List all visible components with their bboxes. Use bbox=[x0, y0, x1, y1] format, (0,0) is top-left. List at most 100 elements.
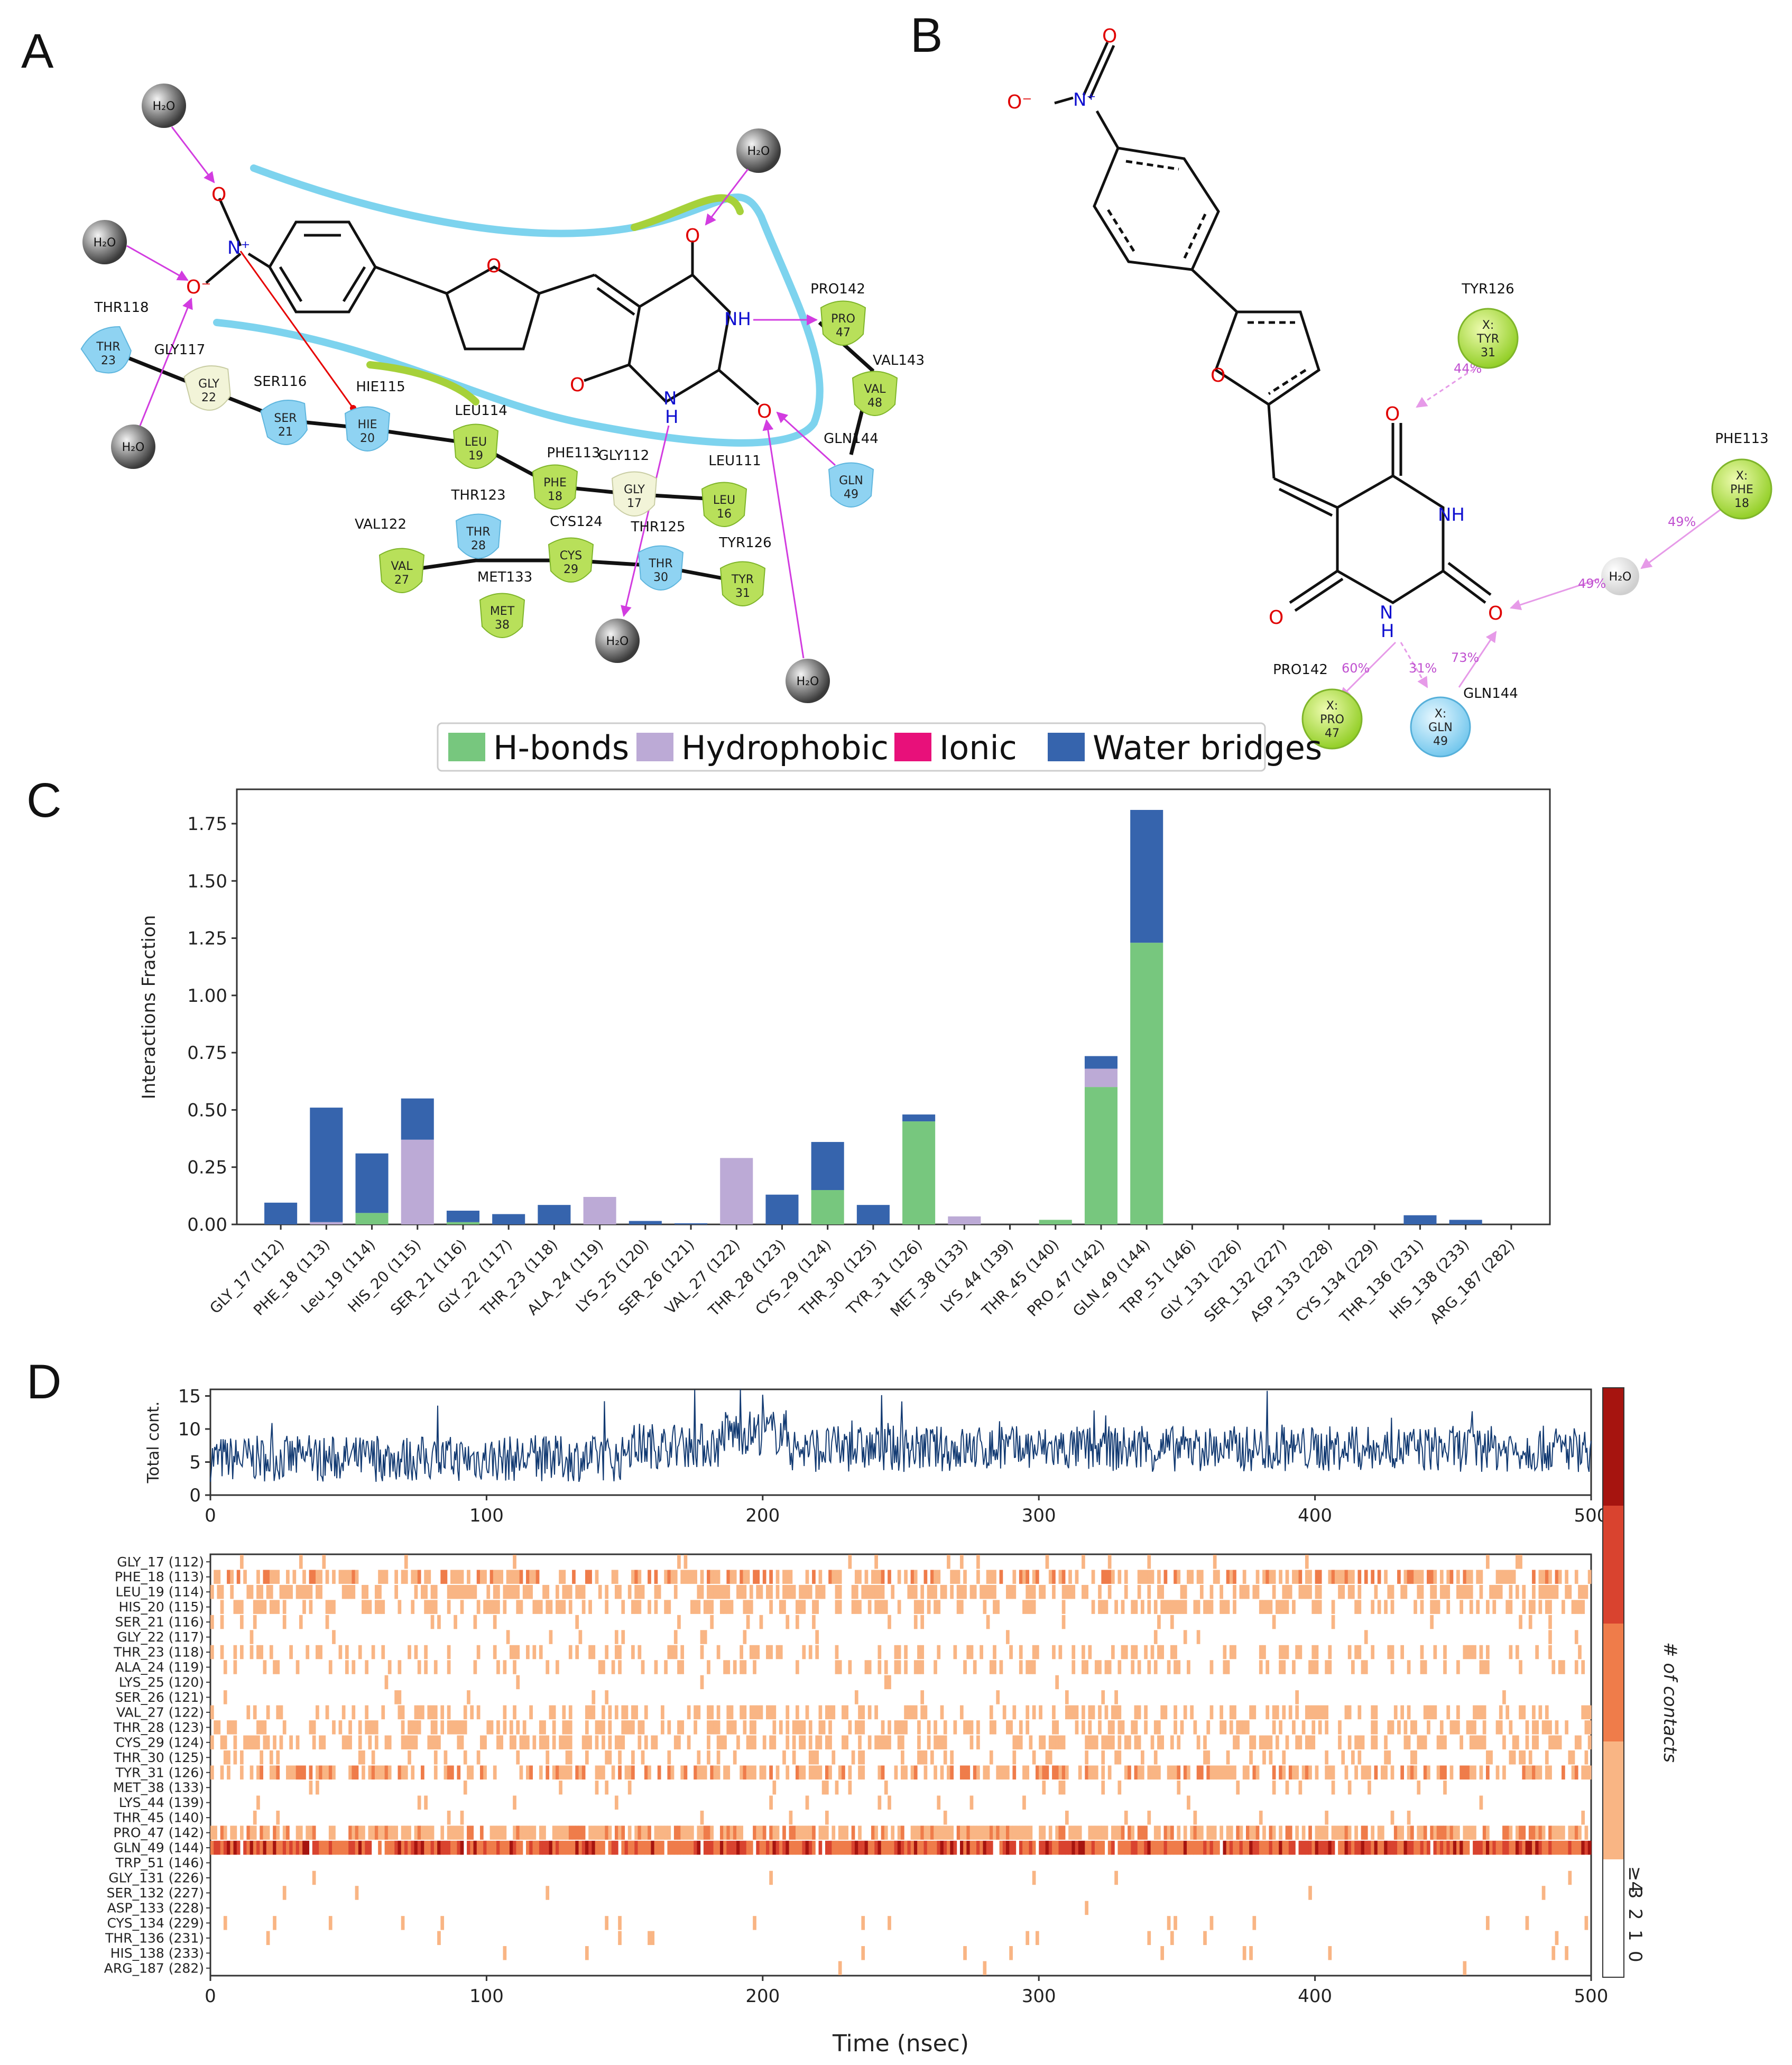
atom-o-left-a: O bbox=[570, 374, 585, 396]
svg-text:48: 48 bbox=[867, 397, 882, 410]
xtick-label: 0 bbox=[205, 1986, 216, 2007]
bar-h-bonds bbox=[446, 1222, 480, 1224]
pyrimidine-ring-b bbox=[1336, 474, 1445, 604]
pct-gln144-o: 73% bbox=[1451, 650, 1479, 665]
bar-water-bridges bbox=[902, 1114, 936, 1122]
chart-c-bars bbox=[264, 809, 1482, 1224]
svg-text:Ionic: Ionic bbox=[939, 729, 1017, 767]
bar-hydrophobic bbox=[401, 1139, 434, 1224]
residue-label: THR125 bbox=[630, 519, 685, 535]
colorbar-tick: 0 bbox=[1624, 1951, 1646, 1962]
interaction-fraction-chart: Interactions Fraction 0.00 0.25 0.50 0.75 1.… bbox=[138, 788, 1551, 1328]
xtick-label: ARG_187 (282) bbox=[1427, 1236, 1518, 1328]
bond-n-ominus-a bbox=[205, 253, 242, 284]
svg-text:49: 49 bbox=[1433, 735, 1448, 748]
benzene-ring-b bbox=[1093, 146, 1220, 271]
residue-label: MET133 bbox=[477, 569, 532, 585]
row-label: THR_45 (140) bbox=[113, 1810, 204, 1826]
atom-o-furan-b: O bbox=[1211, 365, 1225, 386]
heat-row bbox=[210, 1840, 1592, 1855]
svg-text:27: 27 bbox=[394, 574, 409, 587]
bar-h-bonds bbox=[355, 1213, 389, 1224]
svg-text:49: 49 bbox=[844, 488, 858, 501]
xtick-label: CYS_134 (229) bbox=[1292, 1236, 1381, 1325]
xtick-label: GLY_131 (226) bbox=[1157, 1236, 1244, 1324]
svg-text:GLY: GLY bbox=[198, 377, 219, 391]
bar-water-bridges bbox=[1403, 1215, 1437, 1224]
legend: H-bonds Hydrophobic Ionic Water bridges bbox=[437, 722, 1322, 772]
chart-d-xlabel: Time (nsec) bbox=[832, 2030, 969, 2057]
xtick-label: GLN_49 (144) bbox=[1069, 1236, 1153, 1320]
bar-h-bonds bbox=[1130, 943, 1163, 1224]
xtick-label: 100 bbox=[469, 1505, 504, 1526]
svg-text:GLN: GLN bbox=[839, 474, 863, 487]
row-label: TRP_51 (146) bbox=[115, 1855, 204, 1870]
contact-label: TYR126 bbox=[1461, 281, 1514, 297]
furan-dashes-b2 bbox=[1268, 368, 1307, 395]
svg-text:47: 47 bbox=[836, 326, 851, 339]
ligand-a bbox=[205, 197, 760, 405]
residue-label: PRO142 bbox=[810, 281, 865, 297]
bond-nitro-a bbox=[247, 252, 271, 269]
atom-h-b: H bbox=[1381, 621, 1394, 642]
ytick-label: 15 bbox=[178, 1386, 201, 1407]
svg-text:X:: X: bbox=[1482, 319, 1494, 332]
row-label: THR_30 (125) bbox=[113, 1750, 204, 1765]
ytick-label: 1.00 bbox=[187, 985, 227, 1007]
colorbar-segment bbox=[1603, 1624, 1624, 1741]
svg-text:47: 47 bbox=[1325, 727, 1340, 740]
colorbar-tick: 3 bbox=[1624, 1887, 1646, 1899]
svg-text:TYR: TYR bbox=[1476, 333, 1499, 346]
atom-o-right-a: O bbox=[757, 401, 772, 422]
residue-label: THR118 bbox=[94, 300, 149, 316]
svg-text:MET: MET bbox=[490, 605, 515, 618]
legend-swatch bbox=[636, 733, 673, 761]
pct-gln144-nh: 31% bbox=[1409, 661, 1437, 676]
row-label: GLN_49 (144) bbox=[114, 1840, 204, 1856]
svg-text:H-bonds: H-bonds bbox=[493, 729, 629, 767]
atom-o-minus-b: O⁻ bbox=[1007, 91, 1032, 113]
heat-row bbox=[223, 1690, 1506, 1704]
svg-text:LEU: LEU bbox=[465, 436, 487, 449]
svg-text:30: 30 bbox=[653, 571, 668, 584]
svg-text:H₂O: H₂O bbox=[1609, 570, 1632, 584]
colorbar-label: # of contacts bbox=[1659, 1642, 1680, 1763]
water-a6: H₂O bbox=[786, 659, 830, 703]
row-label: GLY_22 (117) bbox=[117, 1629, 204, 1645]
xtick-label: SER_132 (227) bbox=[1200, 1236, 1290, 1325]
ytick-label: 5 bbox=[189, 1452, 201, 1473]
pct-phe113: 49% bbox=[1668, 514, 1696, 529]
bar-water-bridges bbox=[446, 1211, 480, 1222]
heat-row bbox=[239, 1555, 1522, 1569]
panel-label-a: A bbox=[21, 24, 54, 78]
bar-water-bridges bbox=[629, 1221, 662, 1224]
water-a2: H₂O bbox=[82, 220, 127, 264]
furan-ring-b bbox=[1214, 310, 1320, 407]
bar-h-bonds bbox=[1039, 1220, 1072, 1224]
xtick-label: 200 bbox=[745, 1505, 780, 1526]
svg-text:VAL: VAL bbox=[864, 383, 886, 396]
row-label: PHE_18 (113) bbox=[115, 1569, 204, 1584]
xtick-label: 100 bbox=[469, 1986, 504, 2007]
legend-item-1: Hydrophobic bbox=[636, 729, 889, 767]
ytick-label: 0.75 bbox=[187, 1043, 227, 1064]
heat-row bbox=[210, 1705, 1592, 1720]
bar-water-bridges bbox=[492, 1214, 525, 1224]
total-contacts-trace bbox=[210, 1389, 1592, 1482]
residue-label: TYR126 bbox=[718, 535, 771, 551]
bar-water-bridges bbox=[538, 1205, 571, 1224]
svg-text:H₂O: H₂O bbox=[747, 145, 770, 158]
row-label: THR_136 (231) bbox=[105, 1930, 204, 1946]
panel-label-b: B bbox=[910, 8, 943, 62]
ligand-interaction-diagram-a: O N⁺ O⁻ O O NH N H O O H₂O H₂O H₂O H₂O H… bbox=[80, 84, 925, 703]
row-label: HIS_20 (115) bbox=[118, 1599, 204, 1615]
contact-label: GLN144 bbox=[1463, 686, 1518, 702]
heat-row bbox=[220, 1600, 1585, 1614]
colorbar-segment bbox=[1603, 1741, 1624, 1859]
water-a5: H₂O bbox=[595, 619, 640, 663]
